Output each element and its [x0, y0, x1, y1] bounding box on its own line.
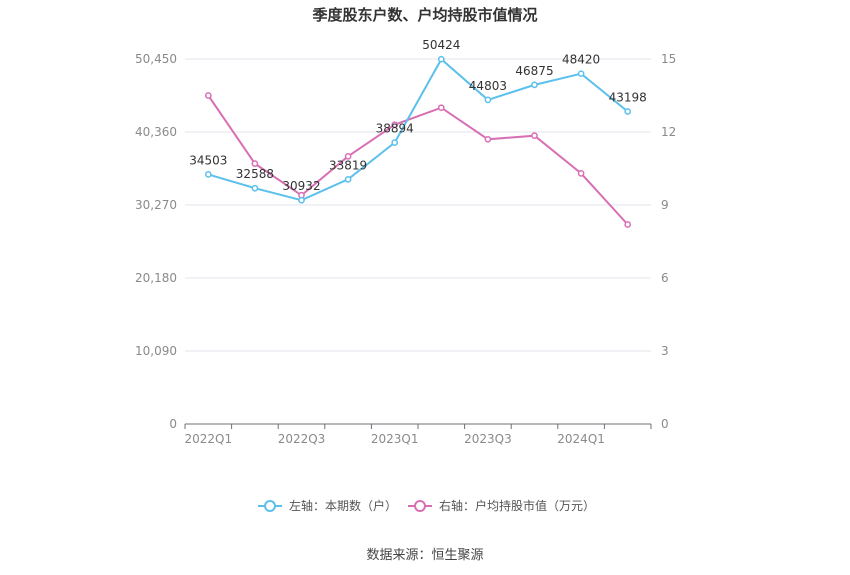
right-series-point[interactable] — [391, 121, 399, 129]
right-series-point[interactable] — [624, 221, 632, 228]
legend-right-series-label: 右轴：户均持股市值（万元） — [439, 498, 595, 513]
data-label: 34503 — [189, 153, 227, 167]
data-label: 50424 — [422, 38, 460, 52]
right-series-point[interactable] — [531, 132, 538, 139]
data-label: 30932 — [282, 179, 320, 193]
left-series-point[interactable] — [577, 70, 585, 78]
data-label: 32588 — [236, 167, 274, 181]
data-label: 48420 — [562, 53, 600, 67]
right-series-point[interactable] — [437, 104, 445, 112]
left-series-point[interactable] — [531, 81, 538, 89]
left-series-line — [208, 57, 629, 202]
left-series-point[interactable] — [298, 196, 305, 204]
legend: 左轴：本期数（户） 右轴：户均持股市值（万元） — [258, 498, 595, 513]
right-axis-tick-label: 15 — [661, 52, 676, 66]
right-series-point[interactable] — [251, 160, 259, 167]
x-axis-tick-label: 2023Q1 — [371, 432, 419, 446]
x-axis-tick-label: 2022Q3 — [278, 432, 326, 446]
left-series-point[interactable] — [204, 171, 212, 178]
left-axis-tick-label: 10,090 — [135, 344, 177, 358]
left-series-point[interactable] — [484, 96, 492, 104]
data-source: 数据来源：恒生聚源 — [366, 548, 483, 563]
left-axis-tick-label: 20,180 — [135, 271, 177, 285]
legend-right-series-marker — [414, 500, 426, 512]
right-series-point[interactable] — [204, 92, 212, 99]
right-axis-tick-label: 6 — [661, 271, 669, 285]
left-series-point[interactable] — [624, 108, 632, 115]
left-axis-tick-label: 0 — [169, 417, 177, 431]
right-axis-ticks: 0 3 6 9 12 15 — [661, 52, 676, 431]
right-axis-tick-label: 3 — [661, 344, 669, 358]
legend-item-left-series[interactable]: 左轴：本期数（户） — [258, 498, 397, 513]
data-label: 44803 — [469, 79, 507, 93]
left-series-point[interactable] — [344, 175, 352, 183]
left-axis-tick-label: 30,270 — [135, 198, 177, 212]
data-label: 46875 — [515, 64, 553, 78]
right-series-point[interactable] — [484, 135, 492, 143]
axes — [184, 423, 652, 429]
left-series-point[interactable] — [251, 184, 259, 192]
grid-lines — [185, 58, 651, 352]
legend-left-series-marker — [264, 500, 276, 512]
left-axis-ticks: 0 10,090 20,180 30,270 40,360 50,450 — [135, 52, 177, 431]
left-series-point[interactable] — [437, 55, 445, 63]
data-label: 33819 — [329, 158, 367, 172]
left-series-point[interactable] — [391, 139, 399, 146]
right-series-point[interactable] — [577, 170, 585, 177]
right-axis-tick-label: 0 — [661, 417, 669, 431]
right-axis-tick-label: 9 — [661, 198, 669, 212]
x-axis-tick-label: 2024Q1 — [557, 432, 605, 446]
legend-item-right-series[interactable]: 右轴：户均持股市值（万元） — [408, 498, 595, 513]
left-axis-tick-label: 50,450 — [135, 52, 177, 66]
x-axis-tick-label: 2023Q3 — [464, 432, 512, 446]
data-labels: 34503 32588 30932 33819 38894 50424 44803 46875… — [189, 38, 647, 193]
right-axis-tick-label: 12 — [661, 125, 676, 139]
data-label: 38894 — [376, 122, 414, 136]
chart-title: 季度股东户数、户均持股市值情况 — [312, 6, 537, 24]
right-series-point[interactable] — [344, 152, 352, 160]
right-series-line — [207, 94, 629, 226]
x-axis-tick-label: 2022Q1 — [184, 432, 232, 446]
series-lines — [207, 57, 629, 226]
x-axis-ticks: 2022Q1 2022Q3 2023Q1 2023Q3 2024Q1 — [184, 432, 604, 446]
legend-left-series-label: 左轴：本期数（户） — [289, 498, 397, 513]
left-axis-tick-label: 40,360 — [135, 125, 177, 139]
data-label: 43198 — [609, 90, 647, 104]
series-points — [204, 55, 632, 228]
